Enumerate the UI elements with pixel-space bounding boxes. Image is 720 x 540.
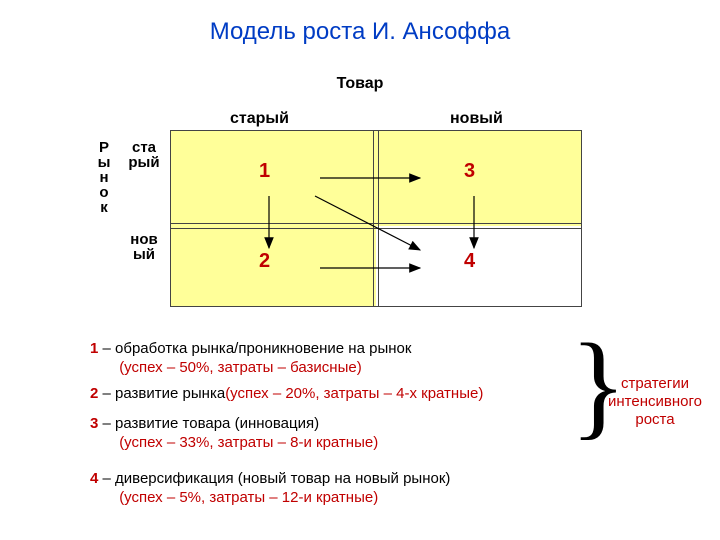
arrow-a14: [315, 196, 420, 250]
legend-item-3: 3 – развитие товара (инновация) (успех –…: [90, 415, 378, 453]
legend-text: развитие рынка: [115, 385, 225, 404]
strat-l3: роста: [635, 411, 674, 428]
legend-paren: (успех – 20%, затраты – 4-х кратные): [225, 385, 483, 402]
legend-text: развитие товара (инновация): [115, 415, 319, 434]
strat-l2: интенсивного: [608, 393, 702, 410]
intensive-strategies-label: стратегии интенсивного роста: [608, 375, 702, 429]
strat-l1: стратегии: [621, 375, 689, 392]
legend-paren: (успех – 50%, затраты – базисные): [119, 359, 362, 376]
legend-text: обработка рынка/проникновение на рынок: [115, 340, 411, 359]
legend-item-2: 2 – развитие рынка (успех – 20%, затраты…: [90, 385, 483, 404]
legend-item-1: 1 – обработка рынка/проникновение на рын…: [90, 340, 411, 378]
legend-paren: (успех – 33%, затраты – 8-и кратные): [119, 434, 378, 451]
legend-paren: (успех – 5%, затраты – 12-и кратные): [119, 489, 378, 506]
arrows-layer: [0, 0, 720, 540]
legend-item-4: 4 – диверсификация (новый товар на новый…: [90, 470, 450, 508]
legend-text: диверсификация (новый товар на новый рын…: [115, 470, 450, 489]
